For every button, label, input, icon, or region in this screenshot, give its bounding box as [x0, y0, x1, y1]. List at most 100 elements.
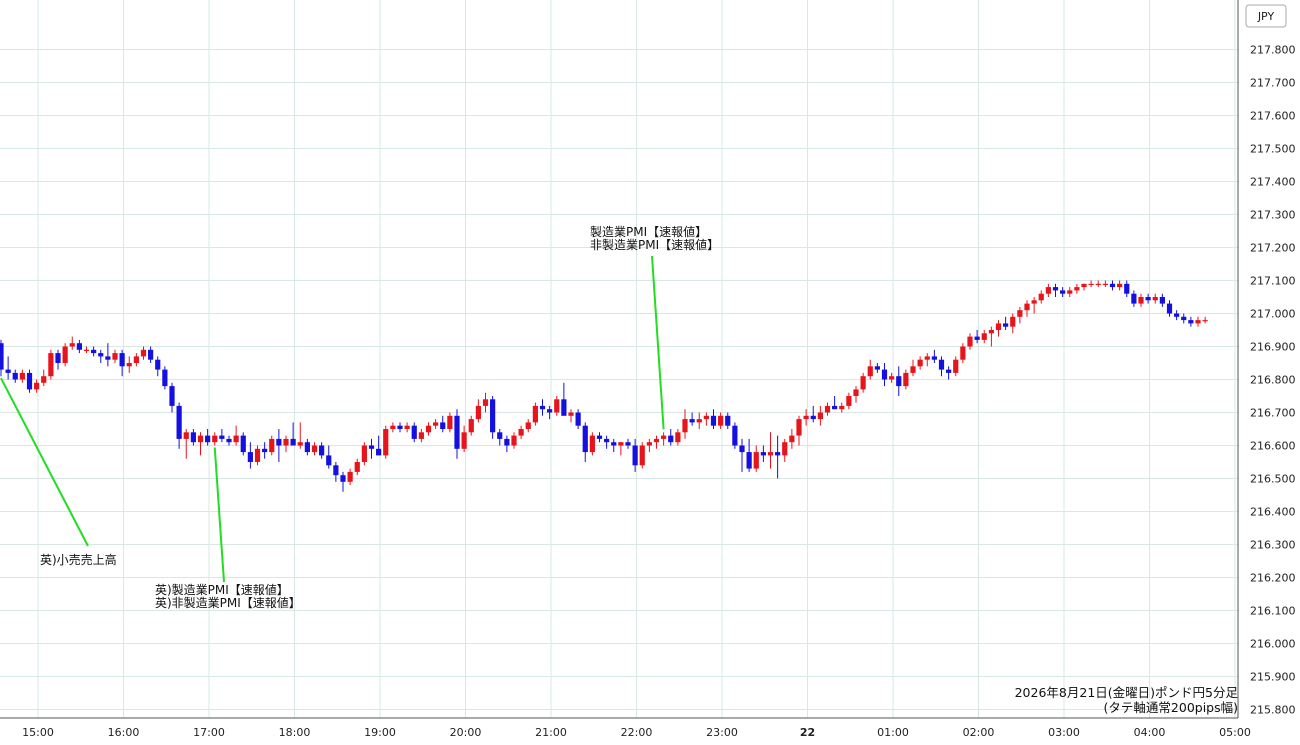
candle-body	[782, 442, 788, 456]
candle-body	[69, 343, 75, 347]
candle-down	[938, 356, 945, 377]
candle-down	[240, 432, 246, 456]
candle-up	[482, 392, 489, 413]
time-tick-label: 04:00	[1134, 726, 1166, 739]
chart-caption-line-2: (タテ軸通常200pips幅)	[1104, 700, 1238, 715]
candle-down	[632, 438, 638, 472]
candle-body	[974, 336, 980, 340]
candle-up	[1152, 293, 1158, 304]
candle-down	[169, 382, 175, 413]
candle-body	[532, 405, 538, 423]
candle-body	[881, 369, 888, 380]
candle-body	[789, 435, 795, 443]
candle-up	[48, 349, 54, 380]
candle-body	[725, 415, 731, 426]
candle-body	[824, 405, 831, 413]
candle-up	[19, 369, 25, 383]
time-tick-label: 22:00	[621, 726, 653, 739]
time-tick-label: 23:00	[706, 726, 738, 739]
candle-body	[1131, 293, 1137, 304]
candle-up	[404, 422, 410, 433]
candle-up	[653, 435, 660, 449]
candle-up	[910, 359, 916, 377]
candle-body	[98, 353, 104, 357]
candle-up	[995, 320, 1002, 337]
candle-body	[1109, 283, 1116, 288]
candle-down	[1109, 280, 1116, 291]
candle-up	[418, 429, 424, 443]
candle-body	[760, 452, 766, 456]
candle-down	[497, 429, 503, 446]
candle-body	[155, 359, 161, 370]
candle-body	[468, 419, 474, 433]
candle-body	[639, 445, 645, 466]
candle-up	[860, 372, 866, 393]
candle-down	[746, 438, 752, 472]
candle-body	[190, 432, 196, 443]
candle-down	[1052, 283, 1059, 297]
candle-down	[668, 429, 674, 446]
candle-body	[668, 435, 674, 443]
candle-down	[1060, 287, 1066, 297]
candle-up	[1067, 287, 1073, 297]
candle-down	[775, 435, 781, 479]
candle-up	[183, 429, 189, 459]
candle-body	[497, 432, 503, 439]
candle-up	[468, 415, 474, 436]
candle-body	[696, 419, 702, 423]
candle-body	[1067, 290, 1073, 294]
candle-down	[725, 412, 731, 429]
price-tick-label: 217.000	[1250, 308, 1296, 321]
candle-up	[140, 346, 147, 360]
candle-body	[1152, 297, 1158, 301]
candle-down	[974, 330, 980, 344]
candle-body	[376, 448, 382, 456]
candle-up	[853, 386, 859, 403]
candle-up	[518, 425, 524, 439]
candle-body	[846, 396, 852, 406]
candle-body	[212, 435, 218, 443]
price-tick-label: 216.200	[1250, 572, 1296, 585]
candle-down	[397, 422, 403, 433]
candle-body	[233, 435, 239, 443]
price-tick-label: 216.500	[1250, 473, 1296, 486]
candle-up	[696, 412, 702, 429]
candle-up	[1195, 316, 1201, 327]
candle-up	[953, 356, 959, 377]
candle-body	[568, 412, 574, 416]
candle-body	[12, 372, 18, 380]
time-tick-label: 21:00	[535, 726, 567, 739]
candle-body	[917, 359, 923, 367]
candle-down	[896, 366, 902, 396]
candle-body	[482, 399, 489, 406]
candle-body	[411, 425, 417, 439]
candle-up	[347, 468, 353, 486]
candle-up	[960, 343, 966, 363]
candle-down	[262, 442, 268, 459]
candle-body	[269, 438, 275, 453]
candle-body	[368, 445, 375, 449]
candle-body	[461, 432, 467, 449]
candle-body	[703, 415, 709, 420]
candle-up	[433, 419, 439, 429]
annotation-leader-line	[651, 255, 665, 430]
candle-up	[447, 412, 453, 433]
price-tick-label: 216.600	[1250, 440, 1296, 453]
candle-body	[1095, 283, 1101, 285]
candle-body	[126, 363, 132, 367]
candle-body	[1003, 323, 1009, 327]
candle-up	[1081, 283, 1087, 291]
candle-down	[625, 438, 631, 449]
candle-up	[646, 438, 652, 453]
candles-layer	[0, 280, 1208, 492]
candle-up	[846, 392, 852, 410]
annotation-leader-line	[213, 447, 225, 583]
candle-body	[661, 435, 667, 439]
candle-up	[1045, 283, 1051, 297]
candle-down	[710, 409, 717, 429]
candle-body	[34, 382, 40, 390]
candle-body	[205, 435, 211, 443]
candle-down	[604, 435, 610, 449]
candle-body	[582, 425, 588, 453]
